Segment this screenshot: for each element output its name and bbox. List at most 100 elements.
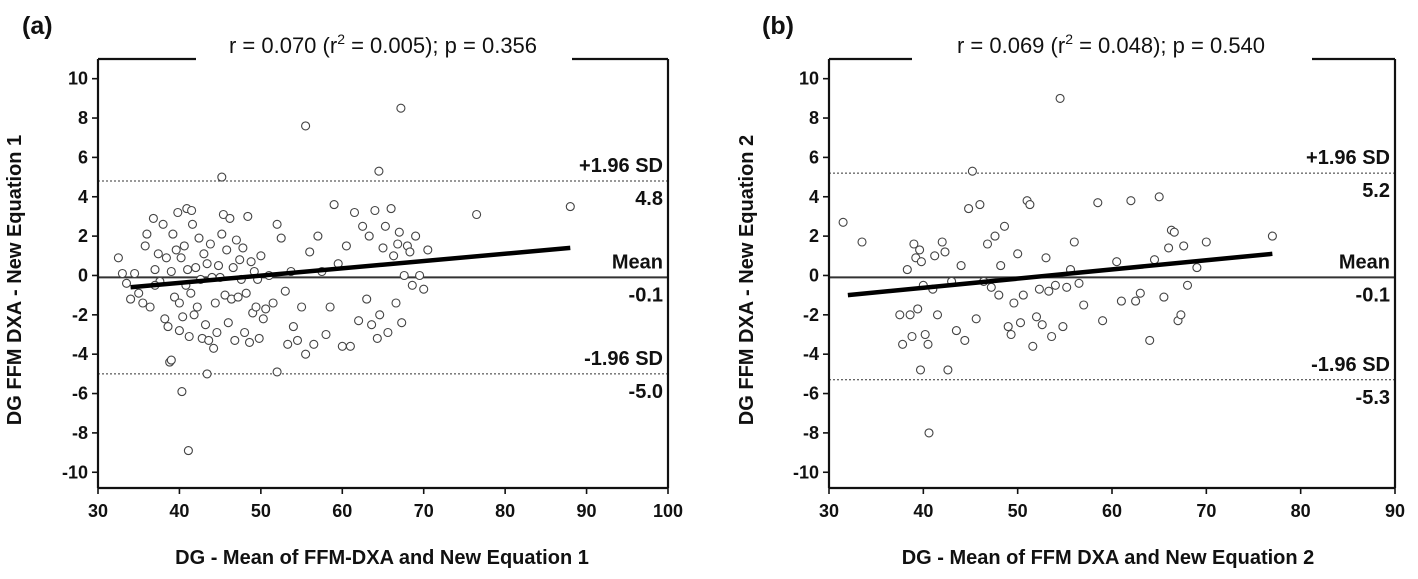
x-tick-label: 80	[495, 501, 515, 521]
data-point	[166, 266, 176, 277]
data-point	[140, 241, 150, 251]
data-point	[321, 329, 331, 340]
data-point	[565, 202, 575, 212]
data-point	[1201, 237, 1211, 247]
data-point	[272, 367, 282, 377]
data-point	[272, 219, 282, 229]
x-tick-label: 60	[332, 501, 352, 521]
x-tick-label: 90	[577, 501, 597, 521]
panel-a-lower-loa-value: -5.0	[629, 381, 663, 403]
panel-a-axes: -10 -8 -6 -4 -2 0 2 4 6 8 10 30 40 50 60 70 80 90 100	[62, 57, 683, 521]
y-tick-label: -6	[803, 384, 819, 404]
x-tick-label: 70	[1196, 501, 1216, 521]
data-point	[902, 265, 912, 275]
data-point	[415, 270, 425, 281]
data-point	[225, 213, 235, 223]
data-point	[186, 288, 196, 298]
x-tick-label: 100	[653, 501, 683, 521]
data-point	[1169, 227, 1179, 237]
data-point	[179, 241, 189, 251]
panel-a-lower-loa-label: -1.96 SD	[584, 348, 663, 370]
y-tick-label: 10	[68, 69, 88, 89]
data-point	[907, 331, 917, 342]
data-point	[1135, 288, 1145, 298]
data-point	[375, 310, 385, 320]
y-tick-label: -6	[72, 384, 88, 404]
data-point	[301, 121, 311, 131]
data-point	[1009, 298, 1019, 308]
data-point	[393, 239, 403, 249]
data-point	[358, 221, 368, 231]
data-point	[309, 339, 319, 349]
data-point	[354, 316, 364, 326]
data-point	[975, 200, 985, 210]
y-tick-label: -2	[803, 305, 819, 325]
data-point	[1047, 331, 1057, 342]
data-point	[1025, 200, 1035, 210]
data-point	[222, 245, 232, 255]
data-point	[999, 221, 1010, 231]
data-point	[261, 304, 271, 314]
data-point	[337, 341, 347, 351]
panel-b-axes: -10 -8 -6 -4 -2 0 2 4 6 8 10 30 40 50 60 70 80 90	[793, 57, 1405, 521]
data-point	[1267, 231, 1277, 241]
data-point	[1062, 282, 1072, 292]
data-point	[1126, 196, 1136, 206]
data-point	[399, 270, 409, 281]
data-point	[158, 219, 168, 229]
data-point	[217, 229, 227, 239]
panel-b-points	[838, 93, 1277, 438]
data-point	[268, 298, 278, 308]
data-point	[178, 312, 188, 322]
data-point	[1179, 241, 1189, 251]
data-point	[1149, 255, 1160, 265]
data-point	[964, 204, 974, 214]
data-point	[1050, 280, 1060, 290]
data-point	[915, 365, 926, 375]
data-point	[920, 329, 930, 340]
data-point	[405, 247, 415, 257]
data-point	[1116, 296, 1126, 306]
data-point	[1145, 335, 1155, 345]
y-tick-label: 0	[809, 265, 819, 285]
panel-a-y-axis-label: DG FFM DXA - New Equation 1	[4, 135, 26, 425]
data-point	[213, 261, 224, 271]
data-point	[199, 249, 209, 259]
data-point	[370, 205, 380, 216]
panel-a-upper-loa-label: +1.96 SD	[579, 155, 663, 177]
data-point	[838, 217, 848, 227]
panel-a-label: (a)	[22, 12, 53, 40]
data-point	[898, 339, 908, 349]
panel-b-label: (b)	[762, 12, 794, 40]
y-tick-label: -8	[72, 423, 88, 443]
data-point	[1112, 257, 1122, 267]
data-point	[909, 239, 919, 249]
x-tick-label: 50	[251, 501, 271, 521]
panel-a-mean-label: Mean	[612, 251, 663, 273]
y-tick-label: 10	[799, 69, 819, 89]
data-point	[1074, 278, 1084, 288]
data-point	[210, 298, 220, 308]
data-point	[1093, 198, 1103, 208]
y-tick-label: -4	[72, 344, 88, 364]
data-point	[329, 200, 339, 210]
panel-b-mean-label: Mean	[1339, 251, 1390, 273]
data-point	[251, 302, 261, 312]
data-point	[411, 231, 421, 241]
panel-a-regression-line	[130, 245, 571, 290]
data-point	[1018, 290, 1028, 300]
data-point	[202, 369, 212, 379]
y-tick-label: 2	[78, 226, 88, 246]
data-point	[305, 247, 315, 257]
data-point	[1006, 329, 1016, 340]
data-point	[184, 331, 194, 342]
data-point	[150, 265, 160, 275]
data-point	[134, 288, 144, 298]
data-point	[378, 243, 388, 253]
y-tick-label: -10	[62, 462, 88, 482]
data-point	[982, 239, 993, 249]
data-point	[1164, 243, 1174, 253]
data-point	[244, 337, 255, 347]
data-point	[117, 268, 127, 279]
